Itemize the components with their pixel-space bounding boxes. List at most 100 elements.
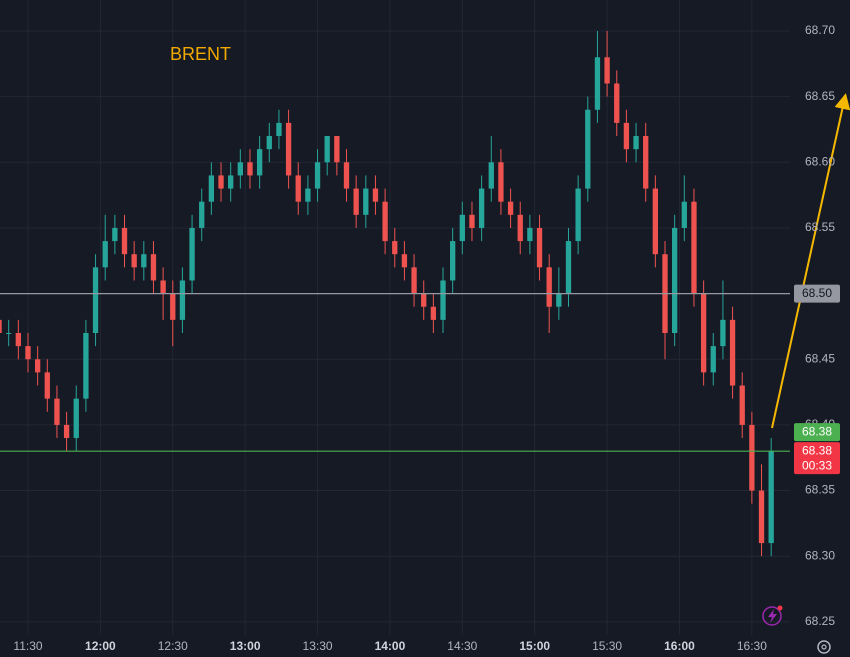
x-tick-label: 13:30 (303, 639, 333, 653)
y-tick-label: 68.35 (805, 483, 835, 497)
candle-body (604, 57, 610, 84)
candle-body (652, 188, 659, 255)
candle-body (556, 293, 562, 307)
candle-body (681, 201, 687, 228)
x-tick-label: 15:30 (592, 639, 622, 653)
candle-body (498, 162, 504, 202)
candle-body (401, 254, 408, 268)
trend-arrow (771, 93, 850, 429)
x-tick-label: 12:30 (158, 639, 188, 653)
candle-body (324, 136, 330, 163)
candle-body (546, 267, 552, 307)
chart-title: BRENT (170, 44, 231, 64)
candle-body (749, 424, 755, 491)
y-tick-label: 68.70 (805, 23, 835, 37)
candle-body (459, 214, 465, 242)
candle-body (131, 254, 137, 268)
y-tick-label: 68.25 (805, 614, 835, 628)
last-price-box (794, 442, 840, 475)
candle-body (739, 385, 745, 425)
candle-body (411, 267, 417, 294)
candle-body (729, 319, 736, 386)
y-tick-label: 68.30 (805, 548, 835, 562)
last-price-label: 68.38 (802, 443, 832, 457)
candle-body (0, 319, 2, 333)
candle-body (507, 201, 514, 215)
candle-body (73, 398, 79, 439)
candle-body (536, 227, 543, 268)
candle-body (469, 214, 475, 228)
price-label-box (794, 423, 840, 442)
candle-body (189, 227, 195, 281)
candle-body (218, 175, 224, 189)
candle-body (334, 136, 340, 163)
candle-body (276, 122, 282, 137)
candle-body (450, 241, 456, 281)
candle-body (314, 162, 321, 189)
candle-body (421, 293, 427, 307)
candle-body (6, 332, 12, 334)
candle-body (363, 188, 369, 215)
candle-body (34, 359, 41, 373)
candle-body (305, 188, 311, 202)
candle-body (266, 136, 272, 150)
axes: 68.2568.3068.3568.4068.4568.5068.5568.60… (13, 23, 840, 653)
y-tick-label: 68.45 (805, 351, 835, 365)
x-tick-label: 13:00 (230, 639, 261, 653)
countdown-label: 00:33 (802, 458, 832, 472)
candle-body (247, 162, 253, 176)
alert-icon[interactable] (762, 605, 783, 626)
candle-body (179, 280, 186, 320)
price-label: 68.38 (802, 424, 832, 438)
x-tick-label: 15:00 (519, 639, 550, 653)
x-tick-label: 11:30 (13, 639, 42, 653)
y-tick-label: 68.55 (805, 220, 835, 234)
candle-body (720, 319, 726, 347)
settings-icon[interactable] (817, 640, 831, 654)
y-tick-label: 68.65 (805, 89, 835, 103)
candle-body (643, 136, 649, 189)
candle-body (285, 122, 292, 176)
candle-body (54, 398, 60, 425)
candle-body (710, 346, 716, 373)
candle-body (585, 109, 591, 189)
candle-body (565, 241, 572, 294)
x-tick-label: 12:00 (85, 639, 116, 653)
candle-body (768, 451, 774, 544)
candle-body (614, 83, 620, 123)
candle-body (160, 280, 166, 294)
candle-body (430, 306, 437, 320)
x-tick-label: 14:30 (447, 639, 477, 653)
y-tick-label: 68.60 (805, 154, 835, 168)
candle-body (295, 175, 301, 202)
candle-body (199, 201, 205, 228)
candle-body (700, 293, 707, 373)
candle-body (170, 293, 176, 320)
price-lines (0, 293, 790, 452)
candle-body (623, 122, 630, 150)
candle-body (594, 57, 601, 110)
candle-body (478, 188, 485, 228)
candle-body (102, 241, 108, 268)
candle-body (121, 227, 128, 255)
candle-body (343, 162, 350, 189)
candle-body (488, 162, 494, 189)
candle-body (691, 201, 697, 294)
candle-body (256, 149, 263, 176)
candle-body (15, 332, 21, 347)
candle-body (83, 332, 89, 399)
candle-body (392, 241, 398, 255)
candle-body (44, 372, 50, 399)
candle-body (382, 201, 388, 242)
candle-body (633, 136, 639, 150)
candle-body (63, 424, 70, 439)
candle-body (575, 188, 581, 242)
candle-body (353, 188, 359, 215)
candle-body (237, 162, 243, 176)
candle-body (150, 254, 157, 281)
x-tick-label: 16:00 (664, 639, 695, 653)
candle-body (92, 267, 99, 333)
